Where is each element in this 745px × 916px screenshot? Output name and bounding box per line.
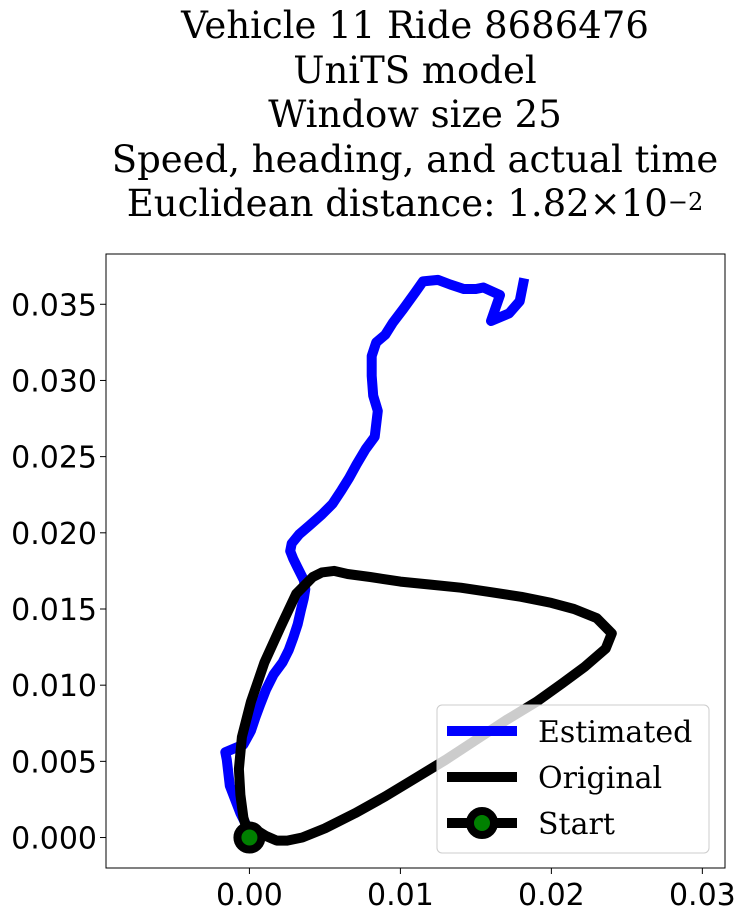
series-layer <box>220 274 617 854</box>
y-tick-label: 0.000 <box>11 822 97 857</box>
y-tick-label: 0.020 <box>11 517 97 552</box>
y-axis: 0.000 0.005 0.010 0.015 0.020 0.025 0.030 0.035 <box>11 288 106 857</box>
y-tick-label: 0.005 <box>11 745 97 780</box>
x-tick-label: 0.03 <box>669 878 736 913</box>
title-line-features: Speed, heading, and actual time <box>111 137 719 181</box>
title-line-ride: Vehicle 11 Ride 8686476 <box>181 4 649 47</box>
x-tick-label: 0.02 <box>518 878 585 913</box>
x-axis: 0.00 0.01 0.02 0.03 <box>216 868 736 913</box>
title-line-model: UniTS model <box>293 48 537 92</box>
title-line-window: Window size 25 <box>268 93 562 136</box>
y-tick-label: 0.030 <box>11 364 97 399</box>
series-estimated-line <box>220 274 530 834</box>
metric-prefix: Euclidean distance: <box>126 182 508 225</box>
metric-mantissa: 1.82 <box>507 182 590 225</box>
x-tick-label: 0.00 <box>216 878 283 913</box>
legend-start-label: Start <box>538 807 615 842</box>
x-tick-label: 0.01 <box>367 878 434 913</box>
start-marker <box>233 821 266 854</box>
chart-title: Vehicle 11 Ride 8686476 UniTS model Wind… <box>0 4 745 231</box>
y-tick-label: 0.035 <box>11 288 97 323</box>
legend-estimated-label: Estimated <box>538 715 692 750</box>
title-line-metric: Euclidean distance: 1.82×10−2 <box>0 182 745 231</box>
y-tick-label: 0.010 <box>11 669 97 704</box>
legend-start-marker <box>466 807 498 839</box>
y-tick-label: 0.025 <box>11 441 97 476</box>
metric-base: 10 <box>620 182 668 225</box>
y-tick-label: 0.015 <box>11 593 97 628</box>
legend-box <box>436 704 710 854</box>
metric-exponent: −2 <box>667 188 704 216</box>
legend: Estimated Original Start <box>436 704 710 854</box>
legend-original-label: Original <box>538 761 662 796</box>
metric-times: × <box>589 182 621 225</box>
plot-frame <box>105 253 726 869</box>
series-original-line <box>233 565 617 846</box>
